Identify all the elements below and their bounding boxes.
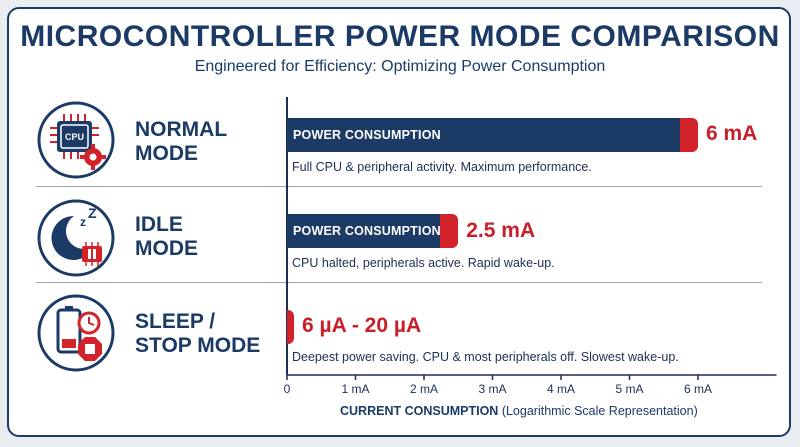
bar-label: POWER CONSUMPTION: [293, 224, 441, 238]
x-axis-title-bold: CURRENT CONSUMPTION: [340, 404, 499, 418]
bar-label: POWER CONSUMPTION: [293, 128, 441, 142]
bar-cap: [287, 310, 294, 344]
page-title: MICROCONTROLLER POWER MODE COMPARISON: [20, 20, 780, 53]
cpu-gear-icon: CPU: [37, 101, 115, 179]
value-label-sleep: 6 µA - 20 µA: [302, 314, 422, 337]
x-axis-title-rest: (Logarithmic Scale Representation): [498, 404, 698, 418]
x-tick-label: 1 mA: [341, 382, 369, 396]
x-tick-label: 5 mA: [615, 382, 643, 396]
description-idle: CPU halted, peripherals active. Rapid wa…: [292, 256, 555, 270]
x-tick-label: 0: [284, 382, 291, 396]
svg-text:z: z: [80, 215, 86, 229]
svg-text:Z: Z: [88, 205, 97, 221]
x-tick-label: 4 mA: [547, 382, 575, 396]
moon-pause-icon: z Z: [37, 199, 115, 277]
mode-label-normal: NORMAL MODE: [135, 118, 228, 165]
description-normal: Full CPU & peripheral activity. Maximum …: [292, 160, 592, 174]
value-label-normal: 6 mA: [706, 122, 758, 145]
bar-fill: [287, 118, 680, 152]
description-sleep: Deepest power saving. CPU & most periphe…: [292, 350, 679, 364]
page-subtitle: Engineered for Efficiency: Optimizing Po…: [194, 58, 606, 75]
value-label-idle: 2.5 mA: [466, 219, 536, 242]
bar-normal-mode: POWER CONSUMPTION: [287, 118, 698, 152]
x-tick-label: 6 mA: [684, 382, 712, 396]
mode-label-sleep: SLEEP / STOP MODE: [135, 310, 261, 357]
battery-stop-icon: [37, 294, 115, 372]
bar-cap: [440, 214, 459, 248]
x-tick-label: 3 mA: [478, 382, 506, 396]
bar-fill: [287, 214, 441, 248]
x-tick-label: 2 mA: [410, 382, 438, 396]
x-axis-title: CURRENT CONSUMPTION (Logarithmic Scale R…: [340, 404, 698, 418]
bar-idle-mode: POWER CONSUMPTION: [287, 214, 459, 248]
bar-cap: [680, 118, 698, 152]
svg-text:CPU: CPU: [65, 132, 84, 142]
row-divider: [36, 282, 762, 283]
mode-label-idle: IDLE MODE: [135, 213, 198, 260]
row-divider: [36, 186, 762, 187]
bar-sleep-mode: [287, 310, 294, 344]
